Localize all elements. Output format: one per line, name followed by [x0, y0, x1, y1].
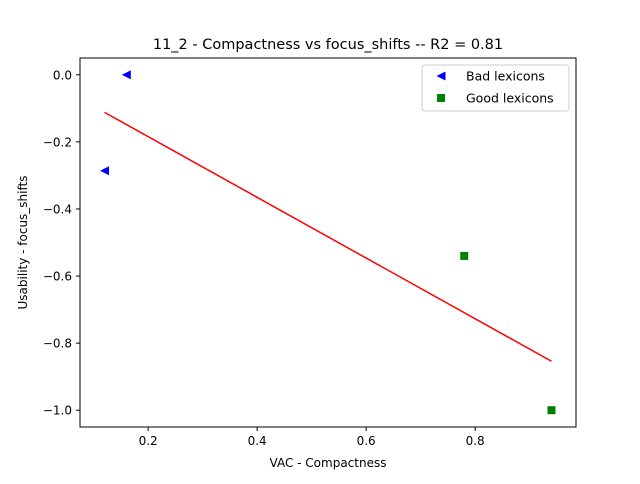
x-tick-label: 0.8 — [466, 434, 485, 448]
plot-area — [100, 70, 556, 415]
good-lexicons-point — [547, 406, 556, 415]
y-axis: 0.0 −0.2 −0.4 −0.6 −0.8 −1.0 — [43, 68, 80, 418]
y-axis-label: Usability - focus_shifts — [16, 176, 30, 310]
y-tick-label: −0.2 — [43, 135, 72, 149]
y-tick-label: 0.0 — [53, 68, 72, 82]
regression-line — [104, 111, 552, 362]
legend-label-good-lexicons: Good lexicons — [466, 91, 554, 106]
legend: Bad lexicons Good lexicons — [421, 64, 570, 112]
x-tick-label: 0.4 — [248, 434, 267, 448]
legend-label-bad-lexicons: Bad lexicons — [466, 69, 545, 84]
bad-lexicons-point — [100, 166, 110, 176]
x-axis-label: VAC - Compactness — [270, 456, 387, 470]
y-tick-label: −0.8 — [43, 337, 72, 351]
legend-box — [421, 64, 570, 112]
y-tick-label: −0.4 — [43, 202, 72, 216]
chart-title: 11_2 - Compactness vs focus_shifts -- R2… — [153, 37, 503, 53]
x-tick-label: 0.6 — [357, 434, 376, 448]
y-tick-label: −1.0 — [43, 404, 72, 418]
good-lexicons-point — [460, 251, 469, 260]
y-tick-label: −0.6 — [43, 270, 72, 284]
bad-lexicons-point — [121, 70, 131, 80]
legend-marker-good-lexicons — [437, 94, 445, 102]
x-tick-label: 0.2 — [139, 434, 158, 448]
axes-frame — [79, 57, 577, 428]
x-axis: 0.2 0.4 0.6 0.8 — [139, 427, 485, 448]
legend-marker-bad-lexicons — [436, 71, 446, 81]
